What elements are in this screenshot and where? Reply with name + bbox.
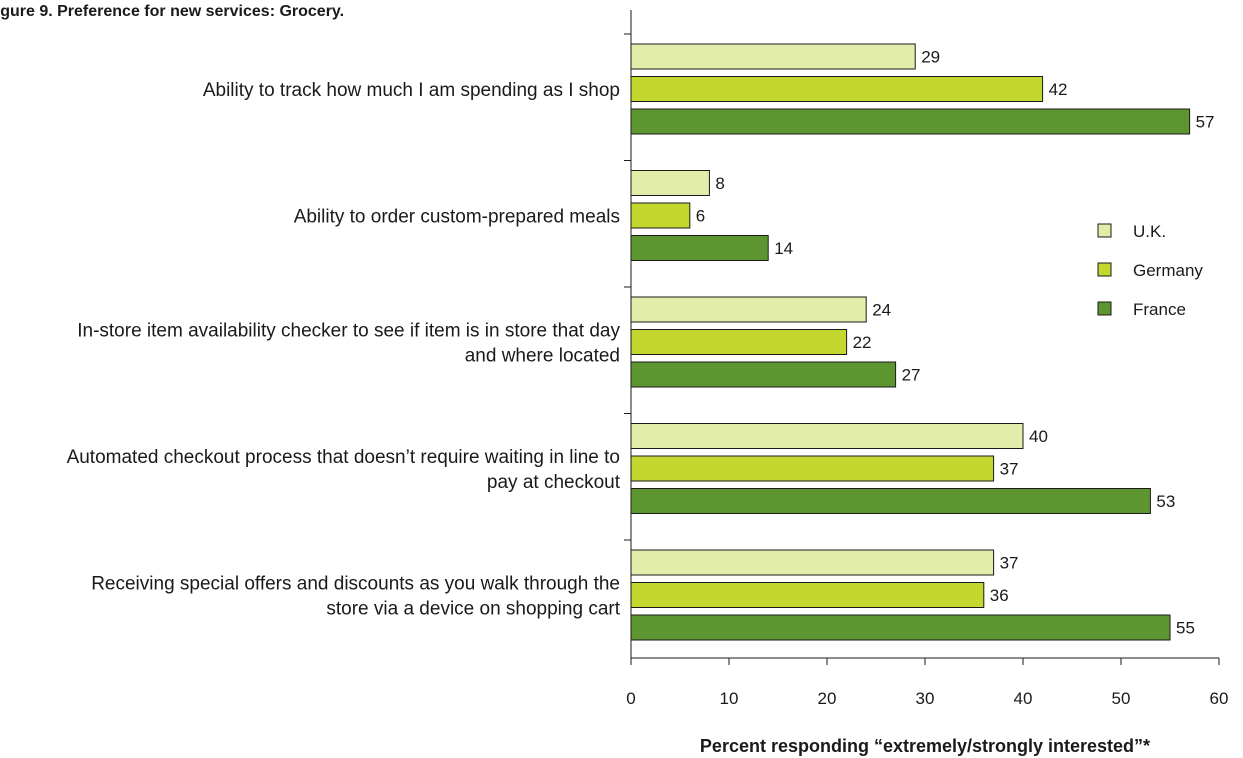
bar [630, 361, 897, 388]
data-label: 36 [990, 586, 1009, 605]
data-label: 40 [1029, 427, 1048, 446]
category-label: and where located [465, 346, 620, 367]
legend-label: Germany [1133, 261, 1203, 280]
bar [630, 202, 691, 229]
x-tick-label: 20 [818, 689, 837, 708]
x-tick-label: 30 [916, 689, 935, 708]
x-tick-label: 0 [626, 689, 635, 708]
x-axis: 0 10 20 30 40 50 60 [624, 10, 1228, 708]
data-label: 8 [715, 174, 724, 193]
bar [630, 108, 1191, 135]
chart-title: Figure 9. Preference for new services: G… [0, 3, 344, 20]
legend: U.K. Germany France [1097, 222, 1203, 319]
x-axis-label: Percent responding “extremely/strongly i… [700, 736, 1150, 756]
category-labels: Ability to track how much I am spending … [67, 80, 621, 620]
data-label: 37 [1000, 554, 1019, 573]
bar [630, 329, 848, 355]
category-label: Ability to order custom-prepared meals [294, 207, 620, 228]
bar [630, 76, 1044, 102]
data-label: 27 [902, 366, 921, 385]
bar [630, 43, 916, 70]
legend-swatch [1097, 301, 1112, 316]
category-label: Automated checkout process that doesn’t … [67, 447, 620, 468]
category-label: store via a device on shopping cart [326, 599, 620, 620]
bar [630, 614, 1171, 641]
bar [630, 235, 769, 261]
data-label: 22 [853, 333, 872, 352]
bar [630, 549, 995, 576]
data-label: 42 [1049, 80, 1068, 99]
legend-label: France [1133, 300, 1186, 319]
legend-label: U.K. [1133, 222, 1166, 241]
x-tick-label: 60 [1210, 689, 1229, 708]
x-tick-label: 10 [720, 689, 739, 708]
x-tick-label: 40 [1014, 689, 1033, 708]
category-label: Ability to track how much I am spending … [203, 80, 620, 101]
bar [630, 170, 710, 196]
bar [630, 455, 995, 482]
legend-swatch [1097, 262, 1112, 277]
data-label: 37 [1000, 460, 1019, 479]
data-label: 29 [921, 48, 940, 67]
data-label: 55 [1176, 619, 1195, 638]
x-tick-label: 50 [1112, 689, 1131, 708]
data-label: 14 [774, 239, 793, 258]
data-label: 53 [1156, 492, 1175, 511]
legend-swatch [1097, 223, 1112, 238]
category-label: pay at checkout [487, 472, 621, 493]
data-label: 57 [1196, 113, 1215, 132]
bar [630, 582, 985, 608]
data-label: 6 [696, 207, 705, 226]
bar [630, 423, 1024, 449]
bar [630, 488, 1151, 514]
category-label: In-store item availability checker to se… [77, 321, 620, 342]
bar [630, 296, 867, 323]
category-label: Receiving special offers and discounts a… [91, 574, 620, 595]
data-label: 24 [872, 301, 891, 320]
